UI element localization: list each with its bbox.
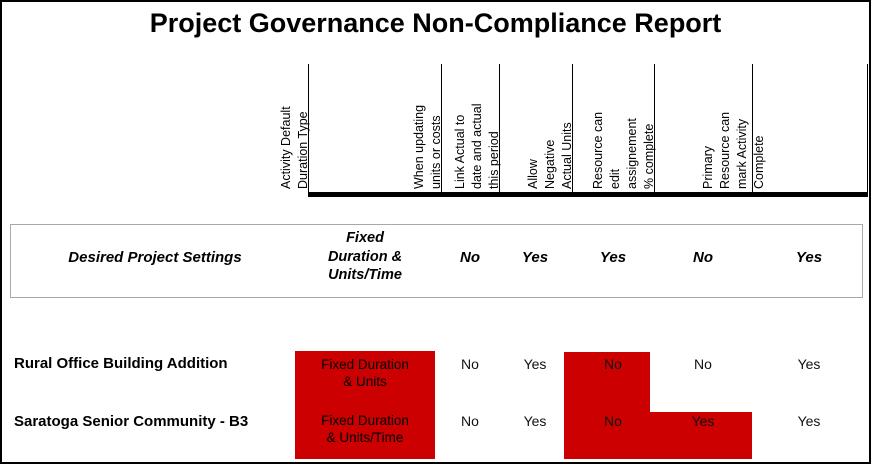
header-line: Resource can — [591, 111, 605, 189]
header-underline — [308, 192, 868, 197]
header-line: % complete — [642, 123, 656, 189]
non-compliance-highlight-duration-type — [295, 351, 435, 459]
setting-value: No — [461, 356, 479, 372]
setting-value: Yes — [797, 413, 821, 429]
header-line: edit — [608, 168, 622, 189]
header-line: units or costs — [429, 115, 443, 189]
column-header-activity-default-duration-type: Activity Default Duration Type — [278, 106, 312, 189]
setting-value: No — [604, 413, 622, 429]
header-line: Activity Default — [279, 106, 293, 189]
header-line: date and actual — [470, 103, 484, 190]
setting-value: No — [461, 413, 479, 429]
duration-line: & Units/Time — [326, 430, 404, 445]
duration-line: Fixed Duration — [321, 357, 409, 372]
project-duration-type: Fixed Duration & Units/Time — [302, 412, 428, 446]
column-divider — [867, 64, 868, 192]
column-divider — [308, 64, 309, 192]
header-line: this period — [487, 131, 501, 189]
desired-duration-line: Fixed — [346, 230, 384, 246]
setting-value: Yes — [523, 356, 547, 372]
non-compliance-highlight-negative-units — [564, 352, 650, 459]
setting-value: Yes — [691, 413, 715, 429]
desired-value: Yes — [599, 249, 627, 266]
header-line: Primary — [701, 145, 715, 189]
header-line: Allow — [526, 159, 540, 189]
header-line: Resource can — [718, 111, 732, 189]
column-divider — [499, 64, 500, 192]
report-title: Project Governance Non-Compliance Report — [149, 8, 722, 38]
column-header-resource-can-edit-assignment: Resource can edit assignement% complete — [590, 112, 658, 189]
desired-value: No — [460, 249, 480, 266]
header-line: Negative — [543, 139, 557, 189]
desired-value: Yes — [795, 249, 823, 266]
header-line: assignement — [625, 118, 639, 189]
project-duration-type: Fixed Duration & Units — [302, 356, 428, 390]
duration-line: & Units — [343, 374, 387, 389]
project-name: Saratoga Senior Community - B3 — [14, 413, 249, 430]
column-header-primary-resource-mark-complete: Primary Resource can mark Activity Complete — [700, 112, 768, 189]
setting-value: No — [604, 356, 622, 372]
desired-settings-label: Desired Project Settings — [68, 249, 242, 266]
column-divider — [441, 64, 442, 192]
header-line: Complete — [752, 135, 766, 190]
duration-line: Fixed Duration — [321, 413, 409, 428]
project-name: Rural Office Building Addition — [14, 355, 228, 372]
desired-value: No — [693, 249, 713, 266]
header-line: Actual Units — [560, 122, 574, 189]
column-divider — [572, 64, 573, 192]
setting-value: No — [694, 356, 712, 372]
non-compliance-highlight-resource-edit — [650, 412, 752, 459]
desired-value: Yes — [521, 249, 549, 266]
column-header-allow-negative-actual-units: Allow Negative Actual Units — [525, 122, 576, 189]
setting-value: Yes — [797, 356, 821, 372]
desired-duration-line: Duration & — [327, 248, 403, 265]
desired-duration-line: Units/Time — [328, 267, 402, 283]
desired-duration-type: Fixed Duration & Units/Time — [302, 229, 428, 285]
header-line: When updating — [412, 104, 426, 189]
desired-settings-row — [10, 224, 863, 298]
column-divider — [654, 64, 655, 192]
header-line: Duration Type — [296, 111, 310, 189]
column-header-when-updating-units-or-costs: When updating units or costs — [411, 105, 445, 189]
column-divider — [752, 64, 753, 192]
column-header-link-actual-to-date: Link Actual to date and actual this period — [452, 104, 503, 190]
header-line: Link Actual to — [453, 114, 467, 189]
setting-value: Yes — [523, 413, 547, 429]
header-line: mark Activity — [735, 118, 749, 189]
